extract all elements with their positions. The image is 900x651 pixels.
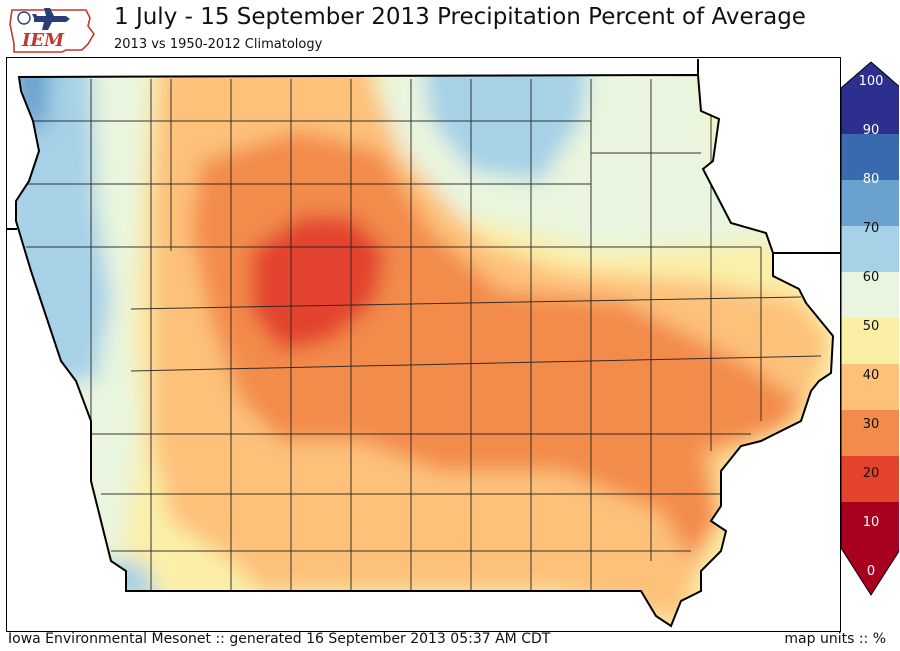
airplane-icon [32, 8, 70, 30]
legend-cap-bottom [841, 548, 900, 595]
page-title: 1 July - 15 September 2013 Precipitation… [114, 4, 806, 30]
legend-bin-80-90 [841, 134, 900, 181]
footer-credit: Iowa Environmental Mesonet :: generated … [8, 631, 551, 647]
legend-bin-0-10 [841, 502, 900, 549]
page-subtitle: 2013 vs 1950-2012 Climatology [114, 37, 323, 52]
legend-cap-top [841, 62, 900, 88]
iem-logo: IEM [6, 4, 98, 54]
legend-tick-label: 60 [863, 270, 880, 285]
legend-bin-30-40 [841, 364, 900, 411]
legend-tick-label: 70 [863, 221, 880, 236]
legend-bin-10-20 [841, 456, 900, 503]
legend-tick-label: 40 [863, 368, 880, 383]
legend-bin-50-60 [841, 272, 900, 319]
logo-text: IEM [21, 30, 65, 51]
legend-tick-label: 20 [863, 466, 880, 481]
legend-colorbar: 100 90 80 70 60 50 40 30 20 10 0 [835, 58, 900, 603]
legend-bin-70-80 [841, 180, 900, 227]
legend-bin-40-50 [841, 318, 900, 365]
legend-tick-label: 90 [863, 123, 880, 138]
state-borders [7, 59, 840, 628]
legend-tick-label: 50 [863, 319, 880, 334]
legend-tick-label: 0 [867, 564, 875, 579]
outside-mask [7, 58, 840, 631]
legend-tick-label: 80 [863, 172, 880, 187]
legend-bin-20-30 [841, 410, 900, 457]
precipitation-map [7, 58, 840, 631]
legend-tick-label: 30 [863, 417, 880, 432]
map-panel [6, 57, 841, 632]
legend-tick-label: 10 [863, 515, 880, 530]
legend-bin-60-70 [841, 226, 900, 273]
precip-field [7, 58, 840, 631]
county-lines [21, 79, 822, 602]
footer-units: map units :: % [784, 631, 886, 647]
radar-icon [17, 11, 31, 25]
legend-tick-label: 100 [859, 74, 884, 89]
legend-bin-90-100 [841, 88, 900, 135]
